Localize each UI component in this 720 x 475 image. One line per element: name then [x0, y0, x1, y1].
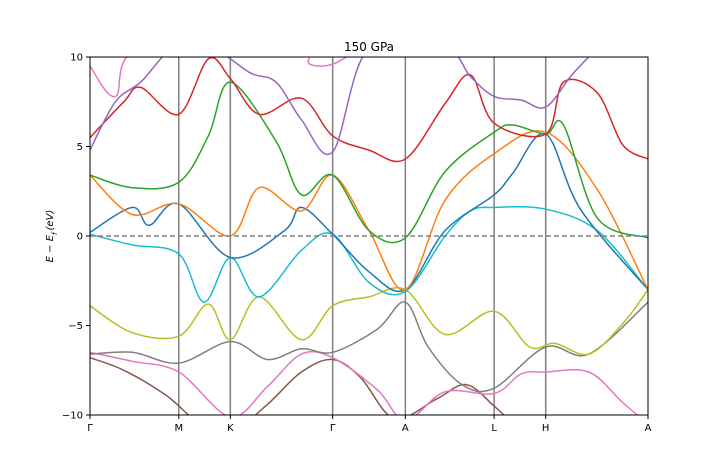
band-6-blue [90, 132, 648, 293]
band-4-olive [90, 287, 648, 356]
x-tick-label: K [227, 423, 234, 434]
band-5-cyan [90, 205, 648, 303]
y-axis-label-main: E − E [45, 234, 56, 262]
band-10-purple [90, 57, 590, 156]
band-7-orange [90, 130, 648, 291]
x-tick-label: L [491, 423, 497, 434]
x-tick-label: H [542, 423, 550, 434]
y-axis-label-sub: f [51, 231, 59, 235]
y-tick-label: 5 [77, 142, 83, 153]
x-tick-label: Γ [330, 423, 336, 434]
bands-group [90, 57, 648, 415]
band-9-red [90, 57, 648, 163]
band-2-pink [90, 350, 639, 415]
band-3-gray [90, 301, 648, 393]
chart-title: 150 GPa [344, 40, 394, 54]
band-1-brown [90, 356, 505, 415]
x-tick-label: A [645, 423, 652, 434]
y-tick-label: 10 [70, 53, 83, 64]
x-tick-label: Γ [87, 423, 93, 434]
x-tick-label: A [402, 423, 409, 434]
band-11-pink-upper [90, 57, 348, 98]
y-axis-label-unit: (eV) [45, 210, 56, 231]
band-8-green [90, 81, 648, 244]
y-tick-label: −10 [62, 411, 83, 422]
y-tick-label: 0 [77, 232, 83, 243]
y-axis-ticks: −10 −5 0 5 10 [62, 53, 90, 422]
y-tick-label: −5 [68, 321, 83, 332]
x-tick-label: M [174, 423, 183, 434]
y-axis-label: E − Ef(eV) [45, 210, 59, 263]
